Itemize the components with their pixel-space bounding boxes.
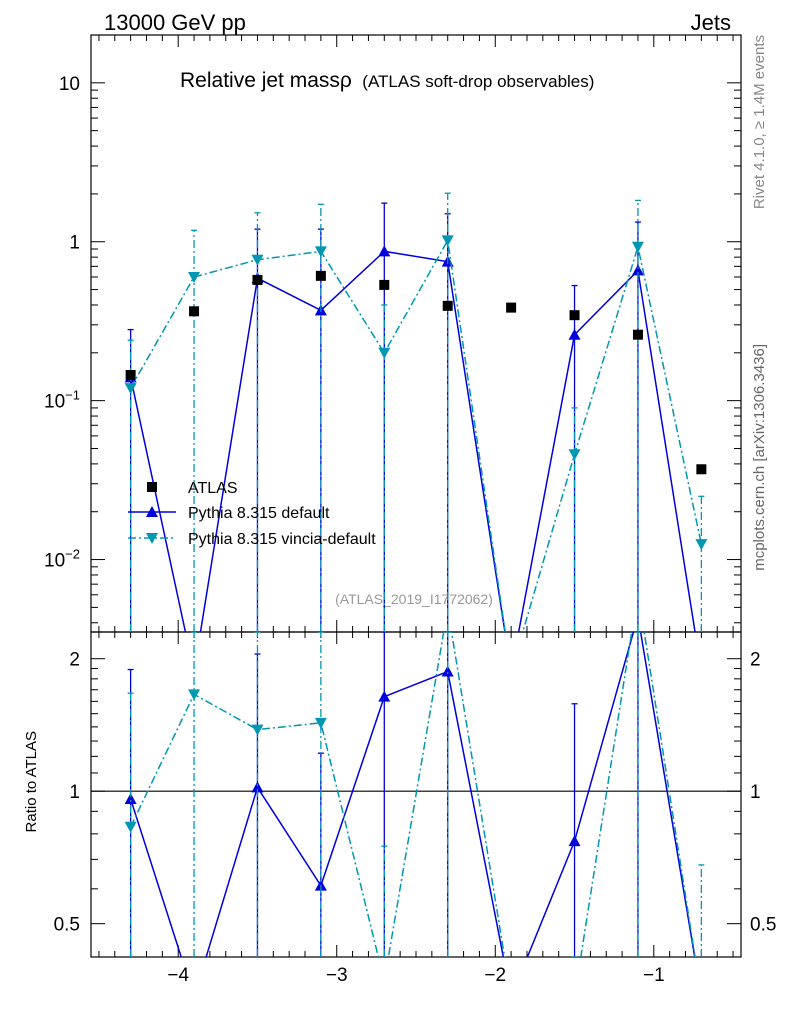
ratio-line-pythia_default — [129, 632, 696, 957]
legend: ATLAS Pythia 8.315 default Pythia 8.315 … — [128, 480, 376, 548]
data-point-atlas — [506, 302, 517, 313]
ratio-marker-pythia_default — [251, 781, 264, 793]
plot-subtitle: (ATLAS soft-drop observables) — [362, 72, 594, 91]
data-point-atlas — [125, 370, 136, 381]
energy-label: 13000 GeV pp — [104, 10, 246, 35]
legend-marker-vincia — [146, 533, 158, 544]
main-marker-vincia — [441, 235, 454, 247]
ratio-marker-pythia_default — [124, 792, 137, 804]
y-tick-label: 10 — [59, 74, 80, 95]
main-marker-pythia_default — [568, 328, 581, 340]
x-tick-label: −4 — [167, 965, 189, 986]
y-tick-mantissa: 10 — [59, 74, 80, 95]
main-marker-vincia — [568, 449, 581, 461]
x-tick-label: −3 — [326, 965, 348, 986]
main-marker-vincia — [631, 241, 644, 253]
legend-label-vincia: Pythia 8.315 vincia-default — [188, 531, 376, 548]
data-point-atlas — [569, 310, 580, 321]
y-tick-label: 1 — [69, 233, 80, 254]
y-tick-label: 10−1 — [44, 388, 80, 413]
main-marker-pythia_default — [631, 264, 644, 276]
plot-title: Relative jet massρ — [180, 69, 352, 92]
data-point-atlas — [189, 306, 200, 317]
main-marker-vincia — [314, 246, 327, 258]
ratio-line-vincia — [129, 632, 696, 957]
ratio-ylabel: Ratio to ATLAS — [23, 731, 40, 832]
main-marker-vincia — [251, 254, 264, 266]
ratio-marker-vincia — [124, 821, 137, 833]
process-label: Jets — [691, 10, 731, 35]
ratio-marker-vincia — [314, 717, 327, 729]
ratio-y-tick-label: 2 — [69, 650, 80, 671]
y-tick-mantissa: 10 — [44, 392, 65, 413]
main-series-vincia — [124, 192, 708, 632]
legend-label-pythia-default: Pythia 8.315 default — [188, 505, 330, 522]
ratio-series-vincia — [124, 632, 705, 957]
legend-label-atlas: ATLAS — [188, 480, 238, 497]
ratio-y-tick-label-right: 0.5 — [750, 915, 776, 936]
data-point-atlas — [252, 274, 263, 285]
ratio-y-tick-label: 1 — [69, 782, 80, 803]
y-tick-label: 10−2 — [44, 547, 80, 572]
plot-title-line: Relative jet massρ (ATLAS soft-drop obse… — [180, 69, 594, 92]
analysis-watermark: (ATLAS_2019_I1772062) — [335, 591, 493, 607]
data-point-atlas — [315, 270, 326, 281]
ratio-marker-pythia_default — [378, 690, 391, 702]
y-tick-mantissa: 10 — [44, 551, 65, 572]
x-tick-label: −1 — [643, 965, 665, 986]
main-marker-vincia — [124, 383, 137, 395]
main-line-pythia_default — [129, 250, 696, 632]
data-point-atlas — [442, 300, 453, 311]
ratio-y-tick-label-right: 2 — [750, 650, 761, 671]
main-plot-layer — [124, 192, 708, 632]
main-marker-vincia — [188, 271, 201, 283]
ratio-marker-pythia_default — [441, 665, 454, 677]
data-point-atlas — [696, 464, 707, 475]
main-line-vincia — [129, 238, 703, 632]
ratio-y-tick-label-right: 1 — [750, 782, 761, 803]
data-point-atlas — [632, 329, 643, 340]
rivet-label: Rivet 4.1.0, ≥ 1.4M events — [751, 35, 768, 209]
x-tick-label: −2 — [484, 965, 506, 986]
main-marker-vincia — [695, 539, 708, 551]
main-marker-vincia — [378, 347, 391, 359]
ratio-marker-pythia_default — [568, 835, 581, 847]
ratio-marker-vincia — [188, 689, 201, 701]
y-tick-exponent: −1 — [65, 388, 80, 403]
data-point-atlas — [379, 279, 390, 290]
y-tick-exponent: −2 — [65, 547, 80, 562]
y-tick-mantissa: 1 — [69, 233, 80, 254]
mcplots-label: mcplots.cern.ch [arXiv:1306.3436] — [751, 344, 768, 571]
legend-marker-atlas — [147, 482, 157, 492]
main-marker-pythia_default — [378, 245, 391, 257]
ratio-marker-vincia — [251, 724, 264, 736]
ratio-plot-layer — [124, 632, 705, 957]
ratio-y-tick-label: 0.5 — [54, 915, 80, 936]
ratio-series-pythia_default — [124, 632, 696, 957]
legend-marker-pythia-default — [146, 506, 158, 517]
